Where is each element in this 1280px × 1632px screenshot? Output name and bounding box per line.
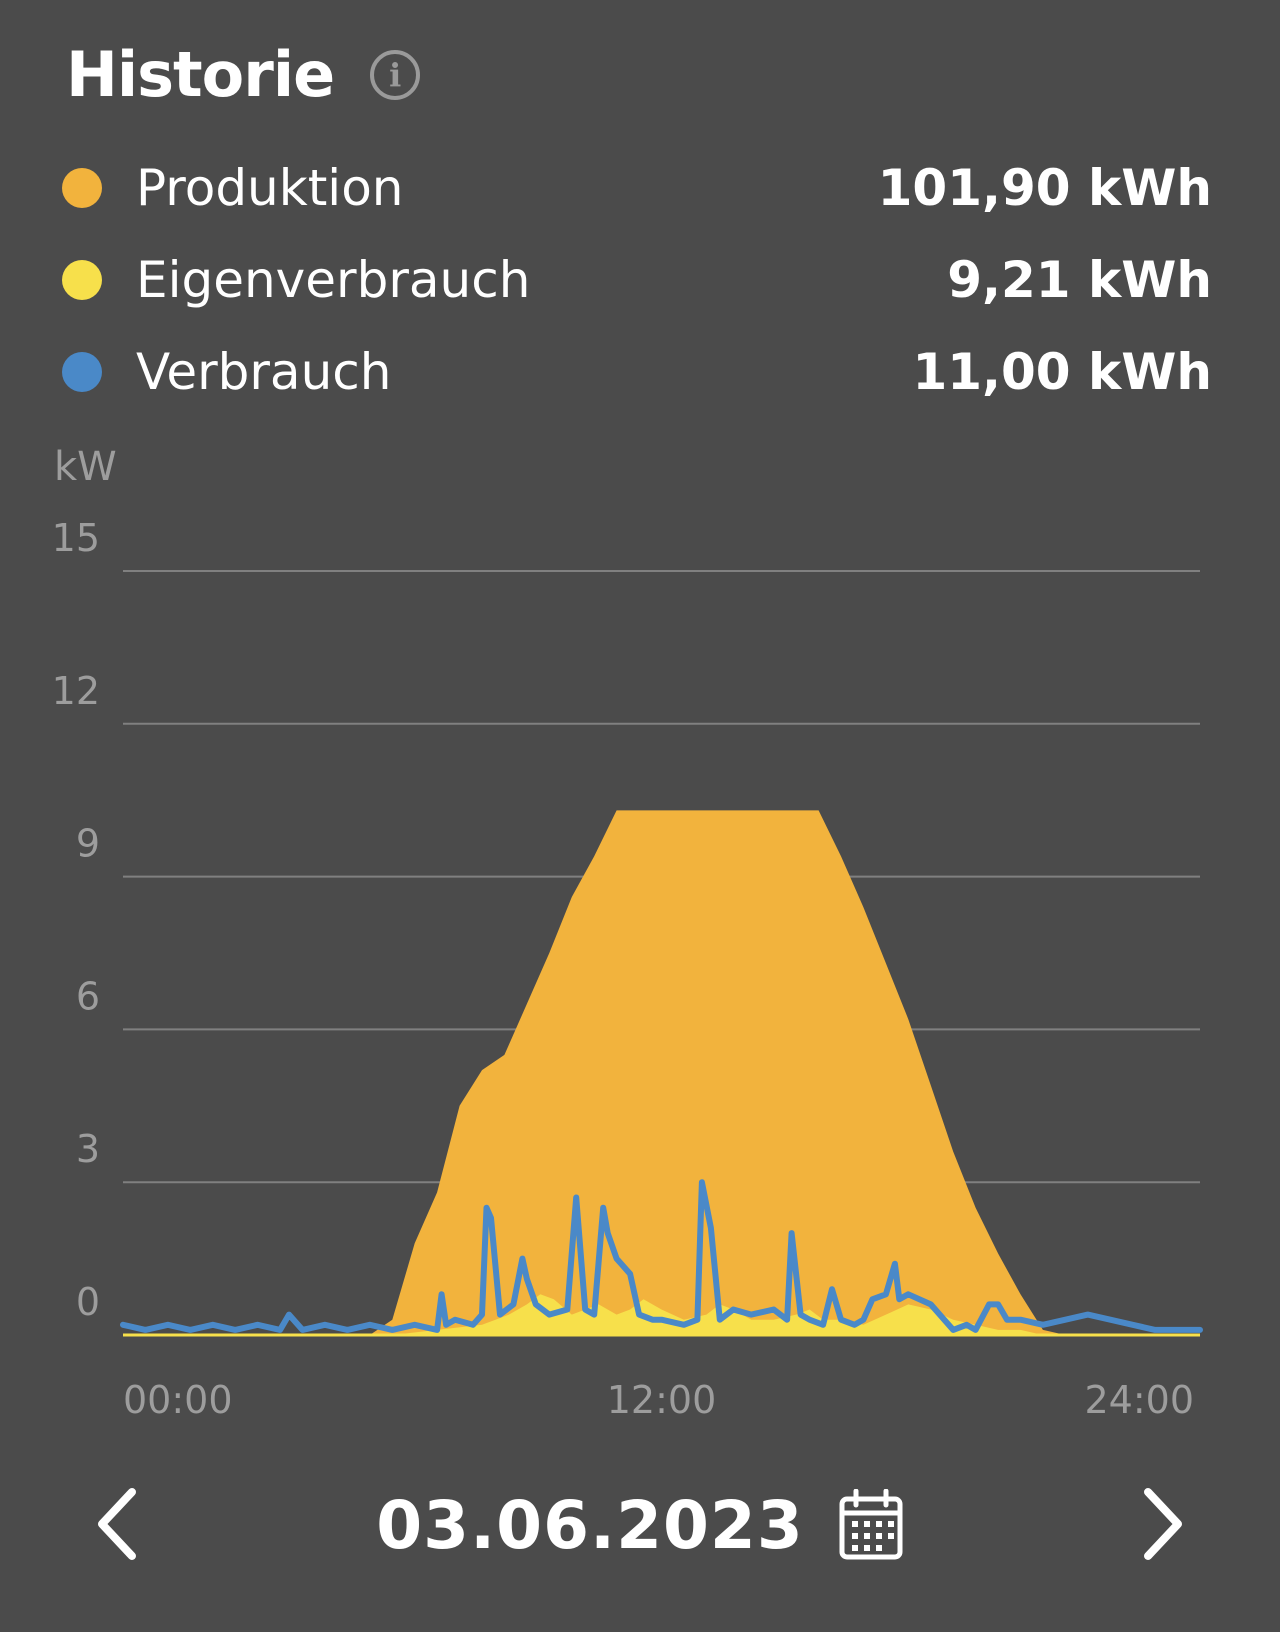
chevron-left-icon[interactable] [80, 1484, 160, 1564]
legend: Produktion 101,90 kWh Eigenverbrauch 9,2… [62, 142, 1212, 418]
legend-value: 9,21 kWh [947, 251, 1212, 309]
date-label[interactable]: 03.06.2023 [376, 1486, 804, 1564]
legend-item-produktion: Produktion 101,90 kWh [62, 142, 1212, 234]
legend-label: Eigenverbrauch [136, 251, 531, 309]
legend-item-eigenverbrauch: Eigenverbrauch 9,21 kWh [62, 234, 1212, 326]
y-axis-label: kW [54, 444, 117, 490]
x-tick-label: 24:00 [1084, 1378, 1194, 1420]
date-navigation: 03.06.2023 [0, 1480, 1280, 1570]
y-tick-label: 6 [76, 974, 100, 1018]
legend-item-verbrauch: Verbrauch 11,00 kWh [62, 326, 1212, 418]
header: Historie i [66, 38, 421, 111]
history-chart[interactable]: kW 15 12 9 6 3 0 00:00 12:00 24:00 [0, 440, 1280, 1420]
series-area-eigenverbrauch [123, 1294, 1200, 1335]
y-tick-label: 3 [76, 1127, 100, 1171]
page-title: Historie [66, 38, 335, 111]
legend-label: Verbrauch [136, 343, 392, 401]
legend-dot-produktion [62, 168, 102, 208]
legend-value: 101,90 kWh [877, 159, 1212, 217]
series-area-produktion [123, 810, 1200, 1335]
series-line-verbrauch [120, 1179, 1203, 1333]
calendar-icon[interactable] [838, 1489, 904, 1561]
legend-dot-verbrauch [62, 352, 102, 392]
chevron-right-icon[interactable] [1120, 1484, 1200, 1564]
date-selector: 03.06.2023 [0, 1480, 1280, 1570]
info-icon[interactable]: i [370, 49, 421, 100]
legend-label: Produktion [136, 159, 404, 217]
x-tick-label: 12:00 [607, 1378, 717, 1420]
x-tick-label: 00:00 [123, 1378, 233, 1420]
legend-value: 11,00 kWh [912, 343, 1212, 401]
y-tick-label: 12 [52, 669, 100, 713]
y-tick-label: 0 [76, 1280, 100, 1324]
y-tick-label: 15 [52, 516, 100, 560]
y-tick-label: 9 [76, 822, 100, 866]
legend-dot-eigenverbrauch [62, 260, 102, 300]
